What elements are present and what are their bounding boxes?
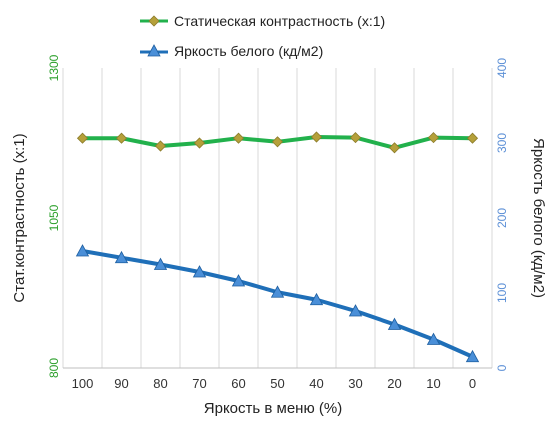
- legend: Статическая контрастность (x:1) Яркость …: [140, 10, 385, 62]
- y-right-tick-label: 400: [495, 58, 509, 78]
- y-left-axis-title: Стат.контрастность (x:1): [11, 133, 28, 302]
- legend-item-brightness: Яркость белого (кд/м2): [140, 40, 385, 62]
- data-point-contrast: [310, 131, 323, 143]
- data-point-contrast: [232, 132, 245, 144]
- data-point-brightness: [465, 349, 480, 363]
- data-point-contrast: [466, 132, 479, 144]
- legend-label-brightness: Яркость белого (кд/м2): [174, 43, 324, 59]
- x-tick-label: 90: [114, 376, 128, 391]
- y-left-tick-label: 1050: [47, 204, 61, 231]
- x-tick-label: 0: [469, 376, 476, 391]
- data-point-contrast: [388, 142, 401, 154]
- x-tick-label: 20: [387, 376, 401, 391]
- data-point-brightness: [270, 285, 285, 298]
- y-left-tick-label: 1300: [47, 54, 61, 81]
- y-right-tick-label: 200: [495, 208, 509, 228]
- data-point-contrast: [115, 132, 128, 144]
- series-markers: [75, 131, 480, 363]
- data-point-brightness: [231, 274, 246, 287]
- data-point-brightness: [309, 292, 324, 306]
- data-point-contrast: [193, 137, 206, 149]
- data-point-contrast: [349, 132, 362, 144]
- x-tick-label: 60: [231, 376, 245, 391]
- y-left-tick-label: 800: [47, 358, 61, 378]
- x-tick-label: 70: [192, 376, 206, 391]
- data-point-brightness: [387, 317, 402, 330]
- data-point-brightness: [426, 332, 441, 345]
- data-point-brightness: [348, 304, 363, 317]
- data-point-brightness: [114, 250, 129, 264]
- tick-labels: 100 90 80 70 60 50 40 30 20 10 0800105013000100200…: [47, 54, 509, 391]
- legend-triangle-icon: [140, 44, 168, 57]
- legend-item-contrast: Статическая контрастность (x:1): [140, 10, 385, 32]
- data-point-contrast: [271, 136, 284, 148]
- grid: [62, 68, 493, 369]
- data-point-brightness: [75, 244, 90, 257]
- y-right-tick-label: 0: [495, 364, 509, 371]
- x-tick-label: 50: [270, 376, 284, 391]
- data-point-brightness: [192, 265, 207, 278]
- x-axis-title: Яркость в меню (%): [204, 400, 342, 417]
- x-tick-label: 100: [72, 376, 94, 391]
- data-point-contrast: [154, 140, 167, 152]
- x-tick-label: 80: [153, 376, 167, 391]
- legend-label-contrast: Статическая контрастность (x:1): [174, 13, 386, 29]
- y-right-tick-label: 300: [495, 133, 509, 153]
- y-right-axis-title: Яркость белого (кд/м2): [530, 138, 547, 298]
- data-point-contrast: [76, 132, 89, 144]
- x-tick-label: 10: [426, 376, 440, 391]
- data-point-contrast: [427, 132, 440, 144]
- x-tick-label: 30: [348, 376, 362, 391]
- legend-diamond-icon: [140, 15, 168, 27]
- x-tick-label: 40: [309, 376, 323, 391]
- data-point-brightness: [153, 257, 168, 270]
- y-right-tick-label: 100: [495, 283, 509, 303]
